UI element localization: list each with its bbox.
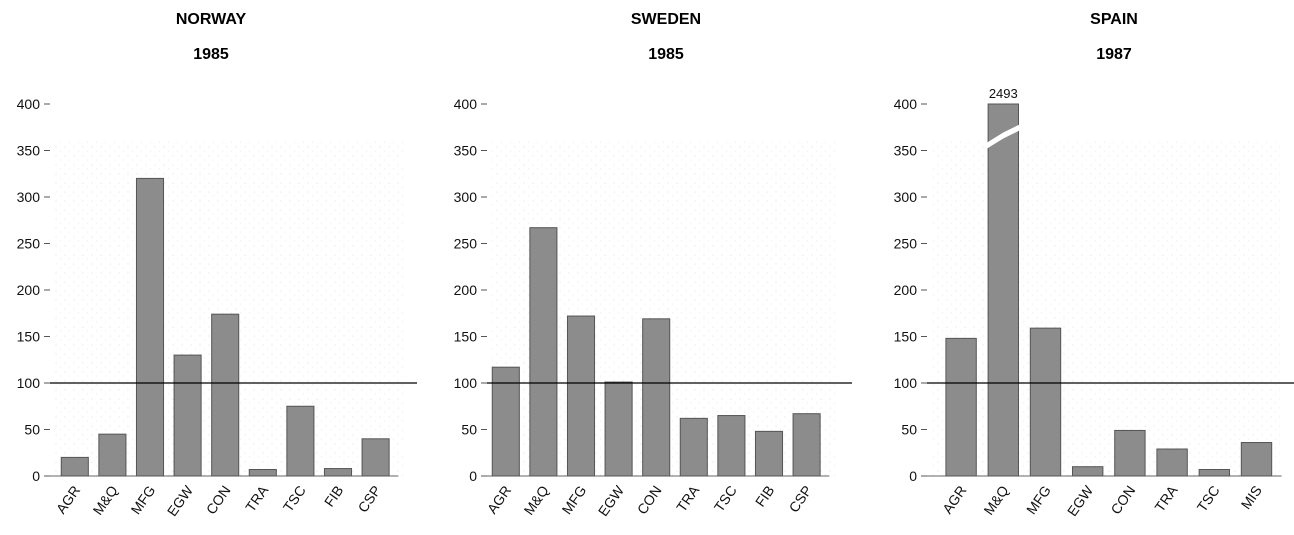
bar-mis: [1240, 442, 1273, 477]
bar-tra: [1156, 448, 1188, 477]
x-tick-label: EGW: [595, 482, 628, 519]
chart-title: NORWAY: [176, 11, 247, 28]
y-tick-label: 300: [17, 189, 41, 205]
x-tick-label: TRA: [242, 482, 272, 515]
chart-subtitle: 1985: [648, 46, 684, 63]
y-tick-label: 350: [894, 143, 918, 159]
bar-tsc: [1198, 468, 1230, 477]
chart-title: SWEDEN: [631, 11, 701, 28]
x-tick-label: CON: [634, 483, 665, 518]
bar-egw: [604, 381, 633, 477]
y-tick-label: 0: [909, 468, 917, 484]
x-tick-label: TRA: [1151, 482, 1181, 515]
bar-agr: [60, 456, 89, 477]
y-tick-label: 200: [894, 282, 918, 298]
y-tick-label: 400: [17, 96, 41, 112]
y-tick-label: 400: [454, 96, 478, 112]
y-tick-label: 250: [454, 236, 478, 252]
x-tick-label: CON: [203, 483, 234, 518]
bar-tra: [679, 417, 708, 477]
x-tick-label: AGR: [484, 483, 515, 517]
bar-mq: [529, 227, 558, 477]
x-tick-label: TSC: [711, 483, 740, 515]
bar-con: [1114, 429, 1146, 477]
bar-mfg: [1029, 327, 1062, 477]
chart-subtitle: 1985: [193, 46, 229, 63]
x-tick-label: FIB: [321, 483, 347, 510]
bar-egw: [173, 354, 202, 477]
bar-mfg: [135, 177, 165, 477]
y-tick-label: 50: [461, 422, 477, 438]
bar-mfg: [566, 315, 596, 477]
axis-break-mark: [987, 124, 1020, 149]
y-tick-label: 50: [901, 422, 917, 438]
y-tick-label: 300: [894, 189, 918, 205]
chart-title: SPAIN: [1090, 11, 1138, 28]
y-tick-label: 200: [454, 282, 478, 298]
y-tick-label: 250: [17, 236, 41, 252]
y-tick-label: 0: [32, 468, 40, 484]
x-tick-label: TRA: [673, 482, 703, 515]
bar-fib: [323, 468, 353, 477]
bar-csp: [361, 438, 390, 477]
x-tick-label: TSC: [280, 483, 309, 515]
bar-tsc: [717, 415, 746, 477]
bar-csp: [792, 413, 821, 477]
y-tick-label: 350: [17, 143, 41, 159]
bar-mq: [98, 433, 127, 477]
x-tick-label: MFG: [559, 483, 590, 518]
y-tick-label: 250: [894, 236, 918, 252]
x-tick-label: AGR: [939, 483, 970, 517]
y-tick-label: 0: [469, 468, 477, 484]
chart-panel-sweden: SWEDEN 1985 0 50 100 150 200 250 300 350 400 AGR M&Q…: [454, 11, 852, 519]
x-tick-label: EGW: [164, 482, 197, 519]
bar-tra: [248, 468, 277, 477]
x-tick-label: MIS: [1238, 483, 1265, 513]
y-tick-label: 100: [894, 375, 918, 391]
chart-subtitle: 1987: [1096, 46, 1132, 63]
y-tick-label: 100: [17, 375, 41, 391]
chart-panel-spain: SPAIN 1987 0 50 100 150 200 250 300 350 400 AGR 2493…: [894, 11, 1294, 519]
y-tick-label: 100: [454, 375, 478, 391]
y-tick-label: 150: [894, 329, 918, 345]
x-tick-label: CSP: [354, 483, 384, 516]
x-tick-label: FIB: [752, 483, 778, 510]
x-tick-label: AGR: [53, 483, 84, 517]
y-tick-label: 150: [454, 329, 478, 345]
bar-mq: [987, 103, 1019, 477]
x-tick-label: MFG: [1023, 483, 1054, 518]
x-tick-label: M&Q: [980, 482, 1011, 517]
x-tick-label: CSP: [785, 483, 815, 516]
bar-fib: [754, 430, 784, 477]
y-tick-label: 50: [24, 422, 40, 438]
bar-agr: [491, 366, 520, 477]
x-tick-label: M&Q: [89, 482, 120, 517]
y-tick-label: 400: [894, 96, 918, 112]
y-tick-label: 200: [17, 282, 41, 298]
y-tick-label: 300: [454, 189, 478, 205]
bar-con: [211, 313, 240, 477]
bar-agr: [945, 337, 977, 477]
bar-egw: [1072, 466, 1104, 477]
x-tick-label: EGW: [1064, 482, 1097, 519]
bar-con: [642, 318, 671, 477]
y-tick-label: 350: [454, 143, 478, 159]
chart-panel-norway: NORWAY 1985 0 50 100 150 200 250 300 350 400 AGR M&Q…: [17, 11, 417, 519]
x-tick-label: M&Q: [520, 482, 551, 517]
x-tick-label: MFG: [128, 483, 159, 518]
stipple-background: [931, 140, 1280, 476]
x-tick-label: CON: [1107, 483, 1138, 518]
bar-tsc: [286, 405, 315, 477]
y-tick-label: 150: [17, 329, 41, 345]
bar-value-annotation: 2493: [989, 86, 1018, 101]
x-tick-label: TSC: [1194, 483, 1223, 515]
